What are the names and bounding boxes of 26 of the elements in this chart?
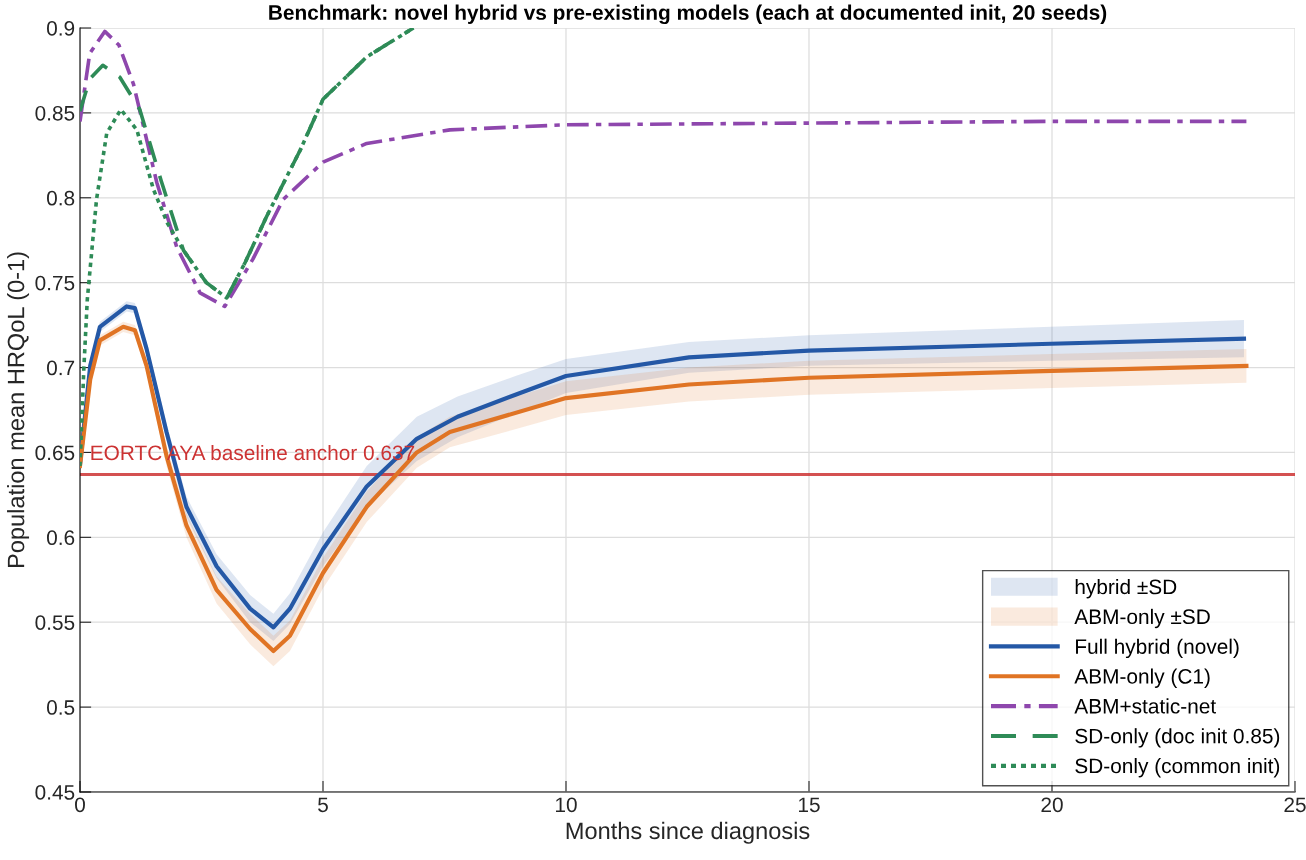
y-tick-label: 0.7 — [46, 360, 75, 376]
y-tick-label: 0.75 — [35, 275, 75, 291]
x-tick-label: 10 — [556, 797, 577, 813]
chart-title: Benchmark: novel hybrid vs pre-existing models (each at documented init, 20 seeds) — [269, 4, 1107, 25]
x-tick-label: 5 — [318, 797, 328, 813]
y-tick-label: 0.5 — [46, 700, 75, 715]
y-tick-label: 0.45 — [35, 785, 75, 800]
y-tick-label: 0.55 — [35, 615, 75, 630]
y-tick-label: 0.6 — [46, 530, 75, 546]
annotation: hybrid ±SD — [1075, 578, 1177, 599]
y-tick-label: 0.9 — [46, 21, 75, 36]
y-axis-title: Population mean HRQoL (0-1) — [7, 252, 30, 568]
x-tick-label: 25 — [1284, 797, 1306, 813]
legend-label: ABM-only (C1) — [1074, 668, 1210, 688]
legend-label: ABM+static-net — [1074, 698, 1217, 714]
legend-label: Full hybrid (novel) — [1076, 638, 1239, 659]
x-tick-label: 20 — [1041, 797, 1063, 813]
legend-label: SD-only (common init) — [1075, 758, 1280, 778]
y-tick-label: 0.85 — [35, 105, 75, 121]
x-tick-label: 0 — [75, 797, 85, 813]
x-axis-title: Months since diagnosis — [566, 821, 810, 844]
y-tick-label: 0.65 — [35, 445, 75, 461]
x-tick-label: 15 — [799, 797, 820, 813]
legend-label: SD-only (doc init 0.85) — [1075, 728, 1280, 748]
annotation: ABM-only ±SD — [1074, 608, 1210, 629]
y-tick-label: 0.8 — [46, 190, 75, 206]
